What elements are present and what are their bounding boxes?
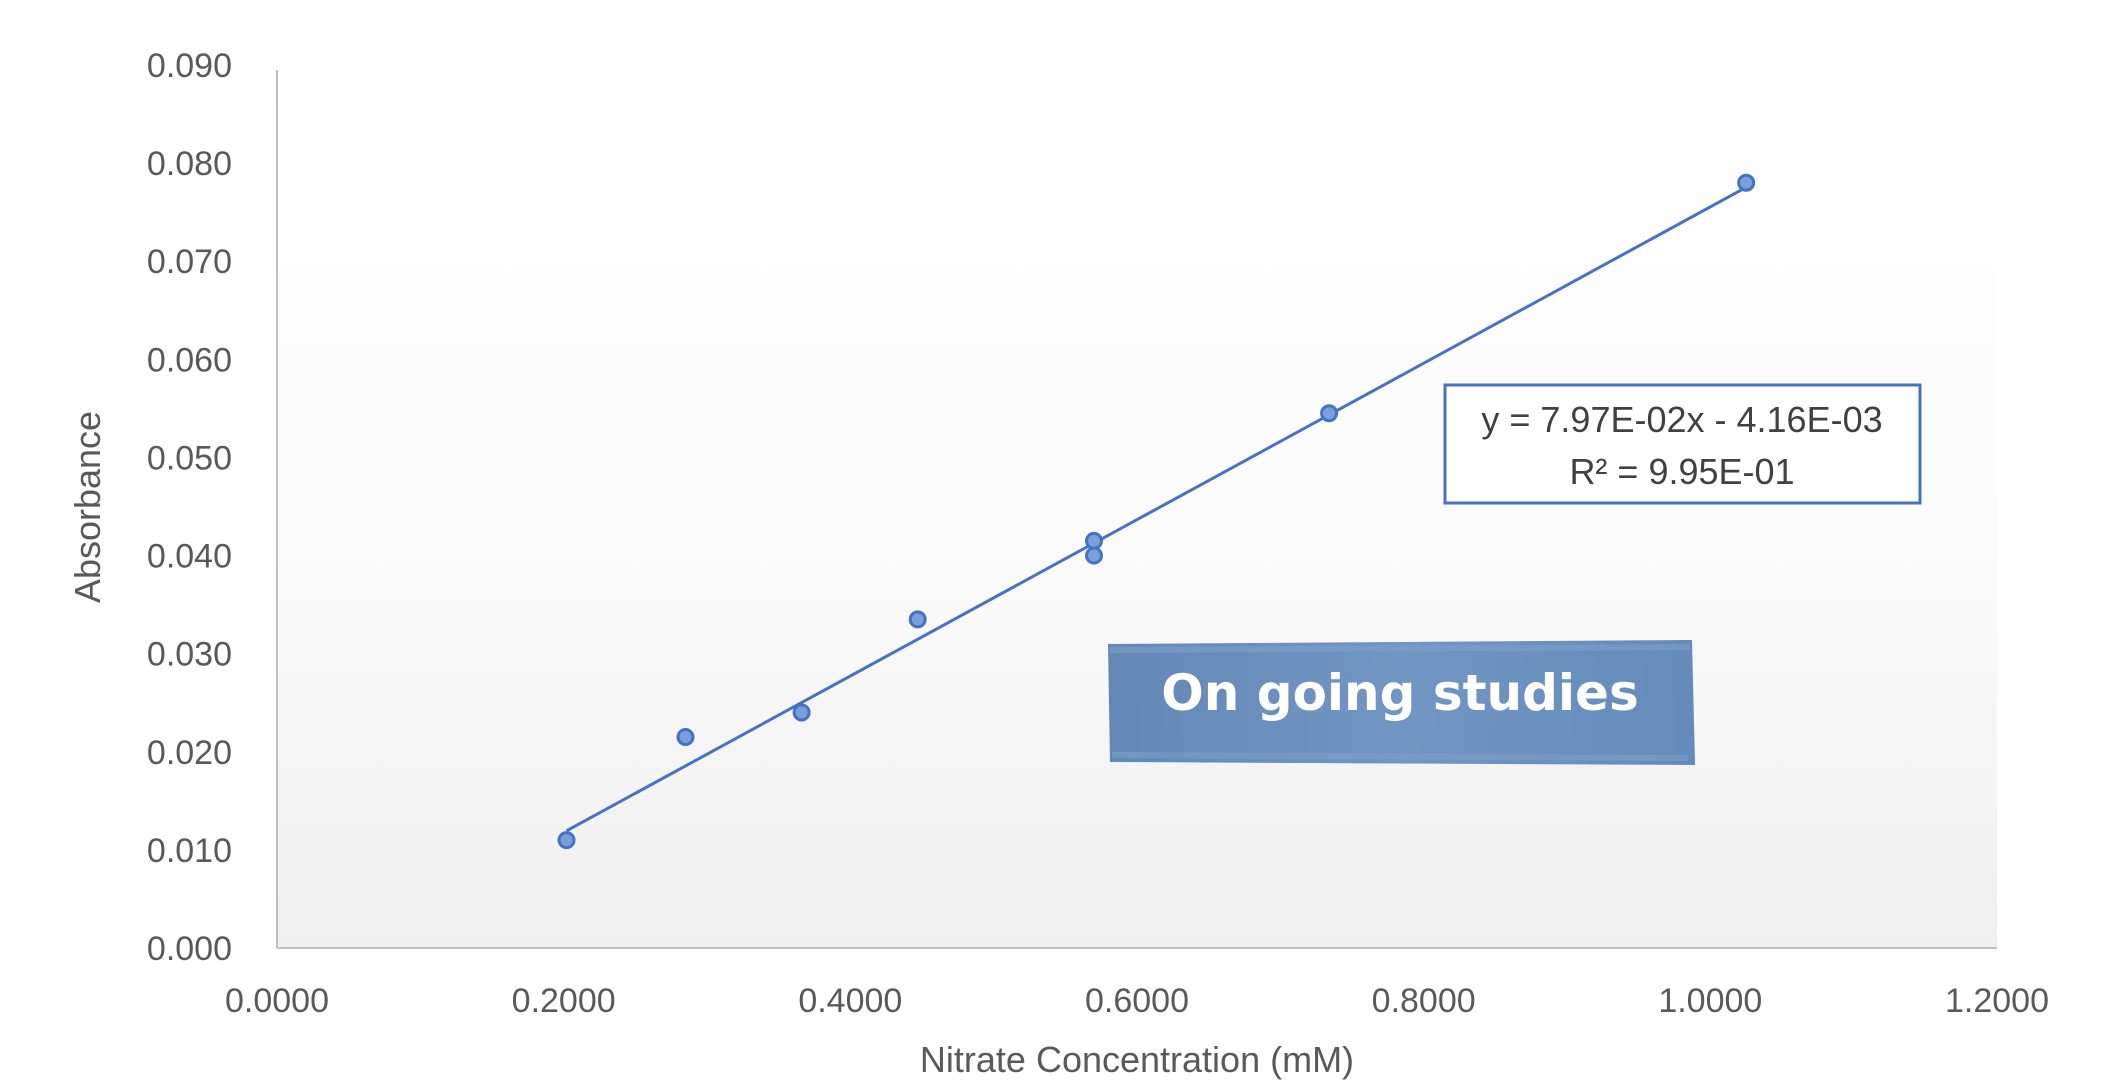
banner-brush-shape [1108, 640, 1695, 765]
data-point [792, 703, 811, 722]
y-tick-label: 0.010 [147, 832, 232, 870]
ongoing-studies-label: On going studies [1161, 664, 1638, 722]
data-points [557, 173, 1756, 850]
x-tick-label: 0.6000 [1085, 982, 1189, 1020]
x-axis-title: Nitrate Concentration (mM) [920, 1039, 1354, 1080]
x-tick-label: 0.0000 [225, 982, 329, 1020]
y-tick-label: 0.050 [147, 439, 232, 477]
x-tick-label: 1.2000 [1945, 982, 2049, 1020]
equation-box-border [1443, 383, 1922, 505]
data-point [676, 728, 695, 747]
x-tick-label: 0.2000 [512, 982, 616, 1020]
y-tick-label: 0.020 [147, 734, 232, 772]
y-tick-label: 0.070 [147, 243, 232, 281]
plot-area [277, 65, 1997, 948]
trendline-equation: y = 7.97E-02x - 4.16E-03 [1481, 399, 1882, 440]
x-tick-labels: 0.0000 0.2000 0.4000 0.6000 0.8000 1.0000 1.20… [225, 982, 2049, 1020]
x-tick-label: 1.0000 [1658, 982, 1762, 1020]
y-tick-label: 0.000 [147, 930, 232, 968]
data-point [1085, 546, 1103, 565]
trendline-r-squared: R² = 9.95E-01 [1569, 451, 1794, 492]
y-tick-label: 0.080 [147, 145, 232, 183]
data-point [1737, 173, 1756, 192]
y-tick-label: 0.030 [147, 636, 232, 674]
ongoing-studies-banner: On going studies [1108, 640, 1695, 765]
y-tick-labels: 0.000 0.010 0.020 0.030 0.040 0.050 0.060 0.070… [147, 47, 232, 968]
y-tick-label: 0.040 [147, 538, 232, 576]
data-point [1320, 404, 1339, 423]
data-point [908, 610, 927, 629]
y-tick-label: 0.090 [147, 47, 232, 85]
y-tick-label: 0.060 [147, 341, 232, 379]
trendline-equation-box: y = 7.97E-02x - 4.16E-03 R² = 9.95E-01 [1443, 383, 1922, 505]
banner-brush-edge [1109, 644, 1691, 761]
data-point [1085, 531, 1103, 550]
x-tick-label: 0.8000 [1372, 982, 1476, 1020]
y-axis-title: Absorbance [67, 411, 108, 603]
trendline [565, 186, 1747, 833]
data-point [557, 831, 576, 850]
x-tick-label: 0.4000 [798, 982, 902, 1020]
